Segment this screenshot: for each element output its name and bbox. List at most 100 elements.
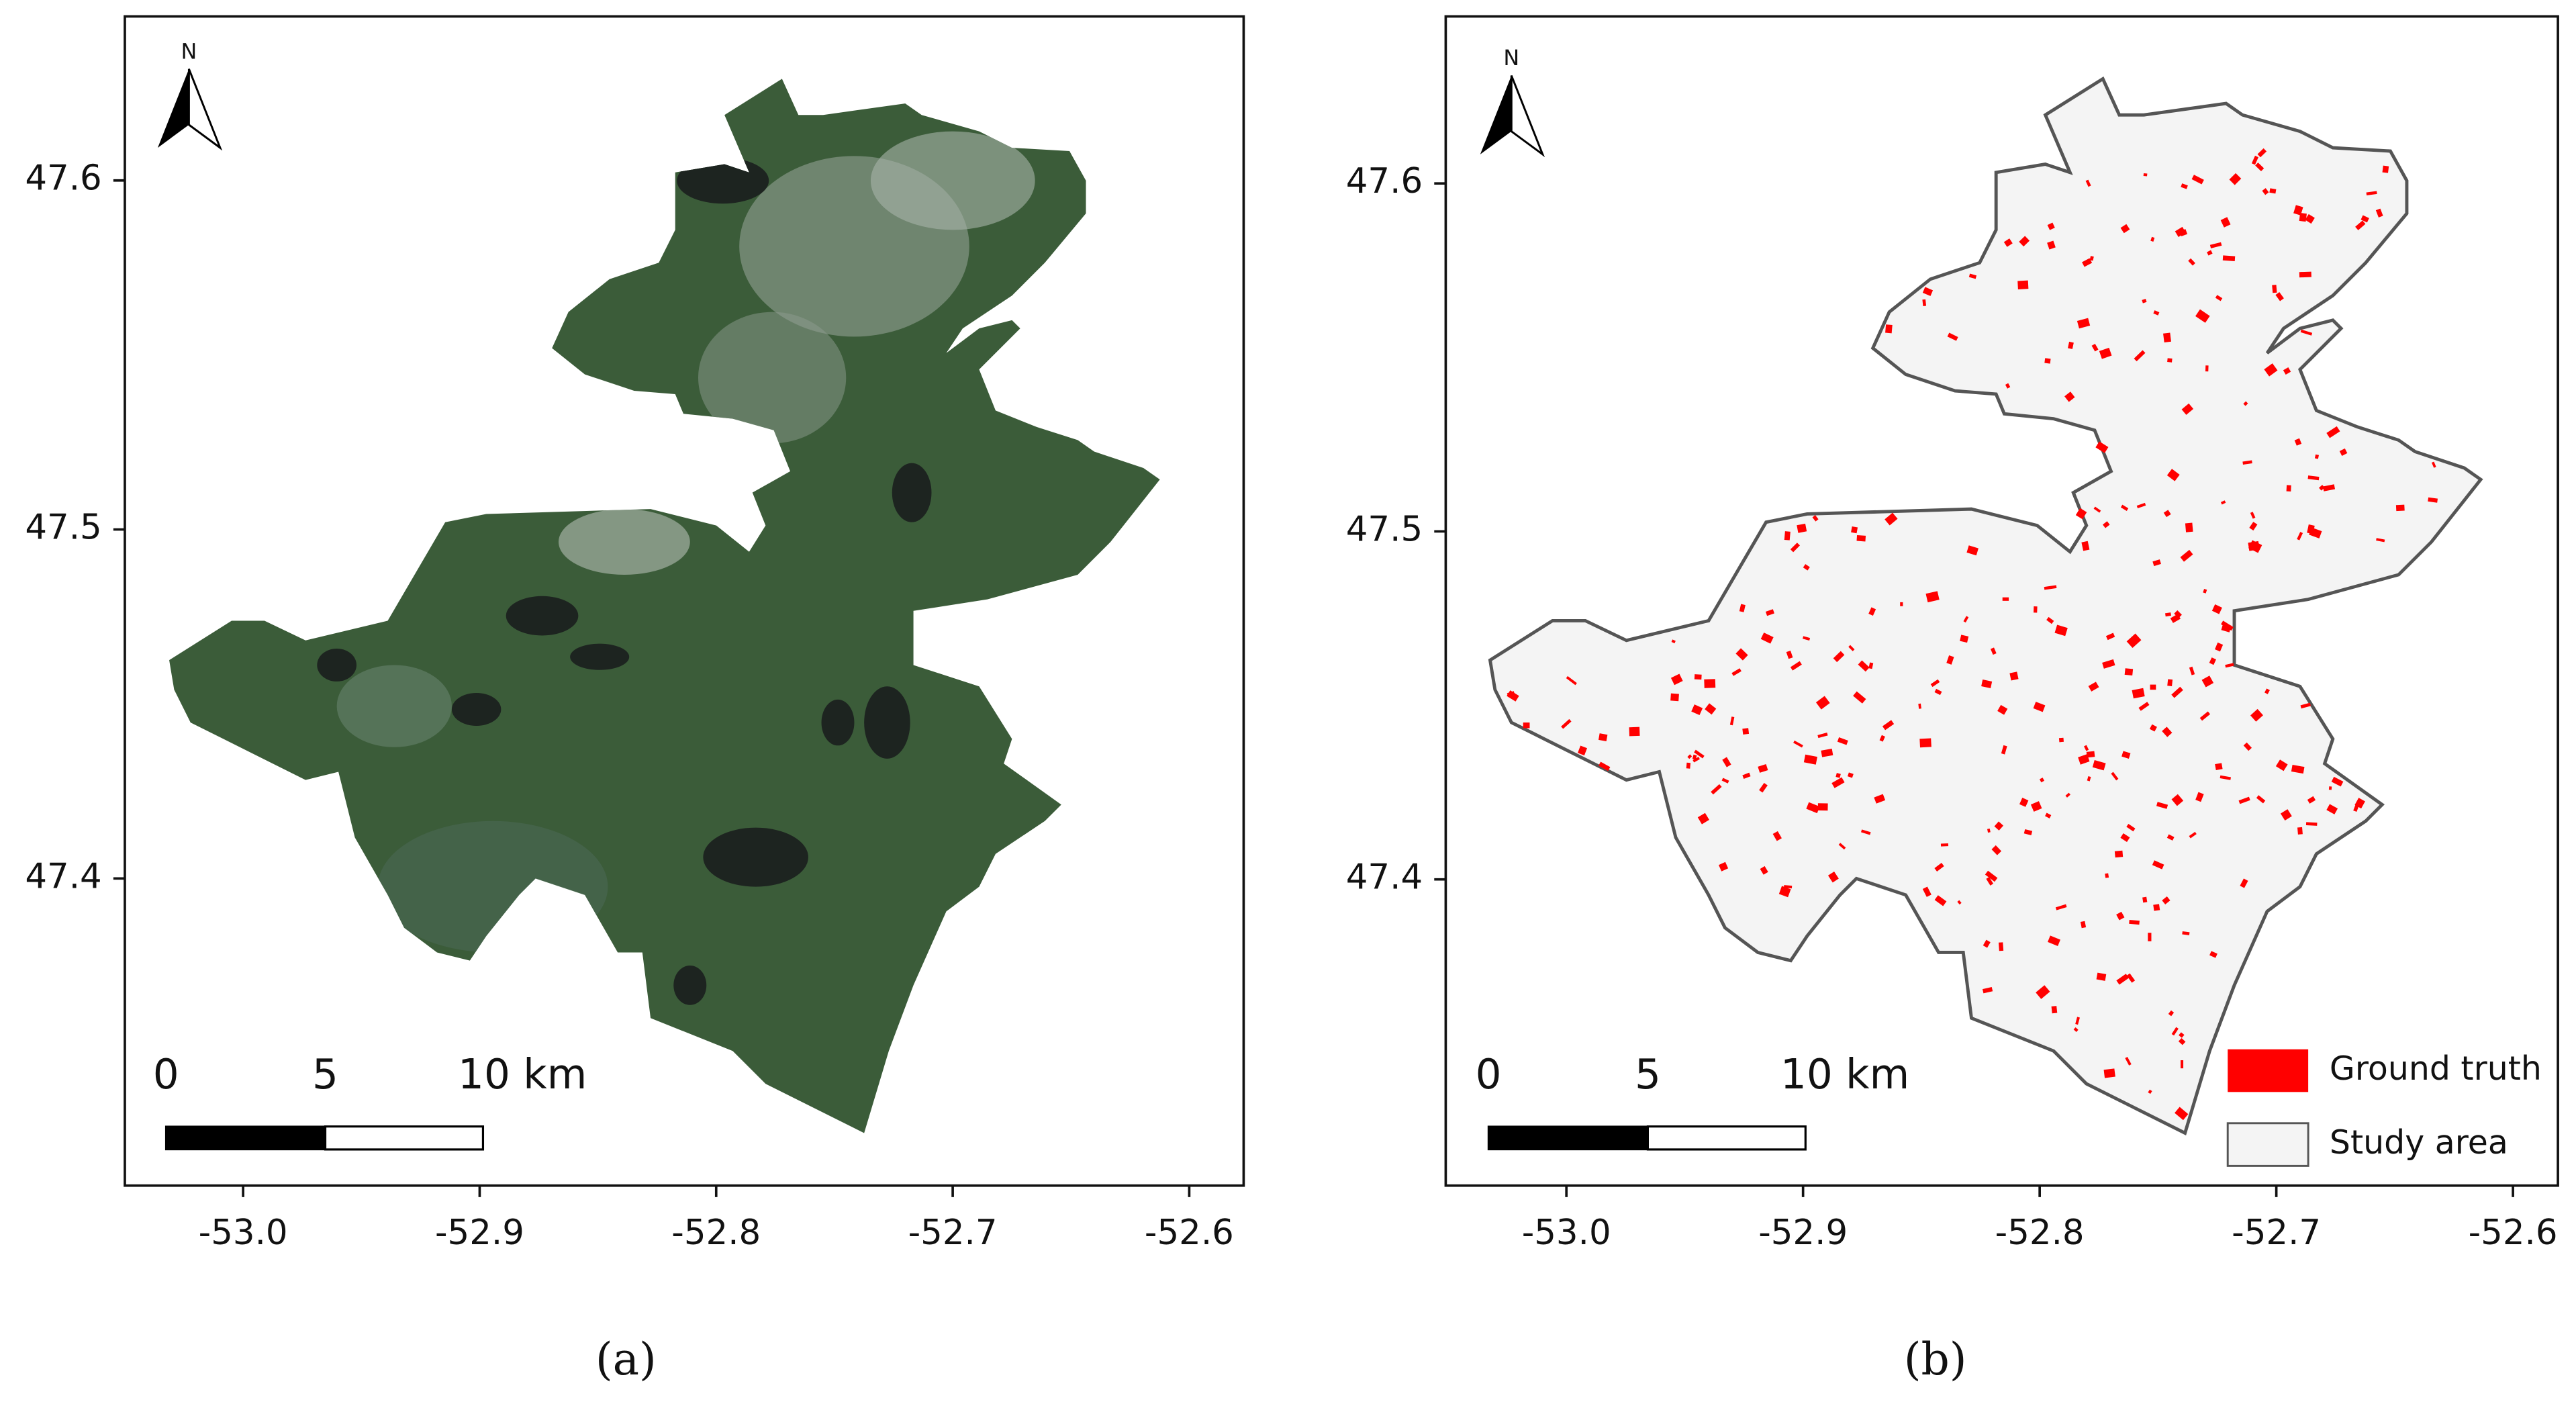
ground-truth-patch bbox=[2179, 1032, 2185, 1038]
ground-truth-patch bbox=[1598, 761, 1611, 771]
ground-truth-patch bbox=[2326, 426, 2340, 438]
ground-truth-patch bbox=[2250, 708, 2263, 722]
x-tick-label: -53.0 bbox=[199, 1213, 288, 1253]
ground-truth-patch bbox=[2269, 188, 2277, 194]
ground-truth-patch bbox=[2207, 250, 2213, 256]
ground-truth-patch bbox=[2044, 358, 2051, 364]
ground-truth-patch bbox=[2156, 802, 2168, 809]
ground-truth-patch bbox=[1760, 865, 1768, 875]
ground-truth-patch bbox=[2153, 310, 2160, 316]
ground-truth-patch bbox=[2175, 226, 2186, 237]
ground-truth-patch bbox=[2182, 931, 2190, 935]
ground-truth-patch bbox=[2009, 671, 2019, 681]
ground-truth-patch bbox=[2395, 504, 2405, 512]
ground-truth-patch bbox=[2229, 173, 2242, 185]
ground-truth-patch bbox=[2148, 1089, 2152, 1094]
ground-truth-patch bbox=[1856, 534, 1866, 542]
ground-truth-patch bbox=[2275, 292, 2284, 301]
ground-truth-patch bbox=[1882, 720, 1895, 731]
ground-truth-patch bbox=[2017, 280, 2029, 289]
ground-truth-patch bbox=[1966, 545, 1978, 556]
ground-truth-patch bbox=[2054, 624, 2068, 637]
ground-truth-patch bbox=[2065, 792, 2070, 798]
ground-truth-patch bbox=[2307, 524, 2315, 534]
ground-truth-patch bbox=[1722, 757, 1731, 767]
ground-truth-patch bbox=[2129, 919, 2140, 925]
ground-truth-patch bbox=[2058, 737, 2064, 743]
ground-truth-patch bbox=[2185, 522, 2193, 532]
ground-truth-patch bbox=[1718, 861, 1729, 872]
ground-truth-patch bbox=[1742, 772, 1751, 779]
ground-truth-patch bbox=[1934, 688, 1942, 696]
ground-truth-patch bbox=[2162, 727, 2173, 737]
ground-truth-patch bbox=[2428, 497, 2438, 503]
ground-truth-patch bbox=[2005, 383, 2011, 389]
ground-truth-patch bbox=[1803, 754, 1817, 765]
scale-bar-label: 10 km bbox=[1780, 1051, 1909, 1098]
ground-truth-patch bbox=[2003, 238, 2013, 247]
ground-truth-patch bbox=[2171, 794, 2184, 806]
ground-truth-patch bbox=[2255, 162, 2264, 172]
ground-truth-patch bbox=[1957, 900, 1962, 905]
ground-truth-patch bbox=[2044, 585, 2057, 590]
ground-truth-patch bbox=[1835, 773, 1841, 778]
ground-truth-patch bbox=[2091, 343, 2099, 352]
ground-truth-patch bbox=[2195, 792, 2204, 802]
ground-truth-patch bbox=[2166, 469, 2180, 481]
ground-truth-patch bbox=[1523, 722, 1530, 729]
ground-truth-patch bbox=[2019, 236, 2030, 247]
ground-truth-patch bbox=[2243, 742, 2252, 751]
ground-truth-patch bbox=[2047, 240, 2056, 250]
ground-truth-patch bbox=[2095, 441, 2109, 453]
ground-truth-patch bbox=[2120, 833, 2130, 843]
ground-truth-patch bbox=[1670, 693, 1679, 702]
ground-truth-patch bbox=[2105, 873, 2109, 878]
ground-truth-patch bbox=[1561, 718, 1572, 729]
ground-truth-patch bbox=[1922, 299, 1927, 307]
ground-truth-patch bbox=[1729, 716, 1735, 726]
ground-truth-patch bbox=[2305, 822, 2318, 826]
ground-truth-patch bbox=[2220, 500, 2226, 505]
ground-truth-patch bbox=[1851, 526, 1858, 534]
ground-truth-patch bbox=[1968, 273, 1977, 279]
ground-truth-patch bbox=[2111, 771, 2119, 781]
north-arrow-right bbox=[187, 68, 223, 151]
ground-truth-patch bbox=[2189, 831, 2197, 839]
legend-label: Study area bbox=[2330, 1123, 2508, 1162]
ground-truth-patch bbox=[2087, 776, 2091, 782]
ground-truth-patch bbox=[2121, 751, 2131, 759]
ground-truth-patch bbox=[1985, 870, 1998, 882]
ground-truth-patch bbox=[1879, 735, 1885, 742]
ground-truth-patch bbox=[2064, 391, 2075, 402]
ground-truth-patch bbox=[2163, 332, 2171, 343]
ground-truth-patch bbox=[1691, 704, 1703, 716]
ground-truth-patch bbox=[2366, 191, 2377, 196]
ground-truth-patch bbox=[2431, 461, 2436, 468]
y-tick-label: 47.6 bbox=[25, 158, 101, 199]
ground-truth-patch bbox=[2163, 510, 2171, 518]
ground-truth-patch bbox=[2080, 921, 2087, 929]
ground-truth-patch bbox=[2045, 812, 2052, 818]
ground-truth-patch bbox=[2136, 502, 2146, 509]
ground-truth-patch bbox=[1947, 332, 1958, 341]
ground-truth-patch bbox=[2248, 541, 2260, 551]
ground-truth-patch bbox=[2174, 610, 2182, 618]
north-label: N bbox=[1503, 46, 1519, 71]
ground-truth-patch bbox=[2355, 220, 2366, 230]
ground-truth-patch bbox=[1991, 845, 2002, 855]
ground-truth-patch bbox=[2220, 217, 2231, 228]
x-tick-label: -52.6 bbox=[1145, 1213, 1234, 1253]
ground-truth-patch bbox=[2225, 663, 2234, 668]
scale-bar-label: 0 bbox=[153, 1051, 179, 1098]
ground-truth-patch bbox=[1778, 886, 1791, 898]
ground-truth-patch bbox=[1760, 633, 1774, 644]
ground-truth-patch bbox=[1598, 733, 1608, 741]
ground-truth-patch bbox=[2188, 258, 2195, 266]
ground-truth-patch bbox=[2257, 148, 2267, 158]
ground-truth-patch bbox=[2099, 347, 2112, 359]
ground-truth-patch bbox=[2209, 242, 2222, 248]
ground-truth-patch bbox=[2134, 350, 2146, 362]
ground-truth-patch bbox=[2300, 329, 2313, 336]
ground-truth-patch bbox=[2286, 485, 2291, 492]
north-arrow-right bbox=[1510, 75, 1545, 158]
